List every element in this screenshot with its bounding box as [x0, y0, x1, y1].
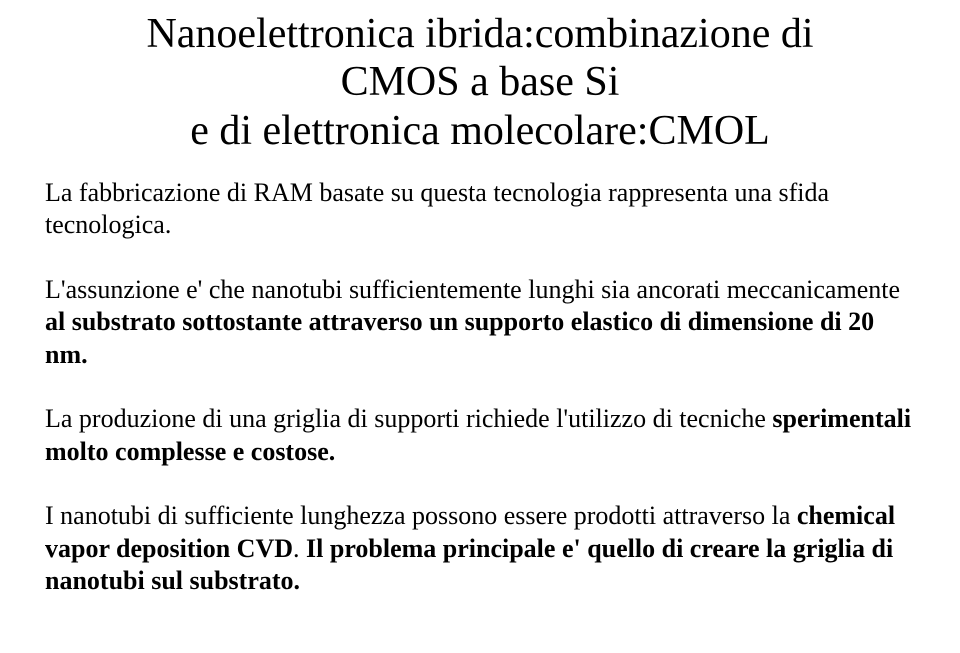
paragraph-2: L'assunzione e' che nanotubi sufficiente… — [45, 274, 915, 372]
p4-mid: . — [293, 534, 306, 563]
p4-pre: I nanotubi di sufficiente lunghezza poss… — [45, 501, 797, 530]
p1-text: La fabbricazione di RAM basate su questa… — [45, 178, 829, 240]
page-title: Nanoelettronica ibrida:combinazione di C… — [45, 10, 915, 155]
paragraph-4: I nanotubi di sufficiente lunghezza poss… — [45, 500, 915, 598]
document-page: Nanoelettronica ibrida:combinazione di C… — [0, 0, 960, 653]
p2-pre: L'assunzione e' che nanotubi sufficiente… — [45, 275, 900, 304]
p2-bold: al substrato sottostante attraverso un s… — [45, 307, 874, 369]
title-line-1: Nanoelettronica ibrida:combinazione di — [146, 11, 813, 57]
title-line-2: CMOS a base Si — [341, 59, 620, 105]
title-line-3: e di elettronica molecolare:CMOL — [190, 108, 770, 154]
paragraph-1: La fabbricazione di RAM basate su questa… — [45, 177, 915, 242]
p3-pre: La produzione di una griglia di supporti… — [45, 404, 772, 433]
paragraph-3: La produzione di una griglia di supporti… — [45, 403, 915, 468]
